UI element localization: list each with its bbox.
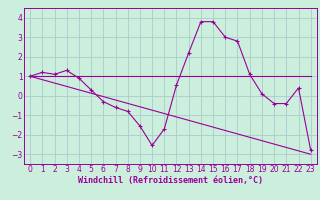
X-axis label: Windchill (Refroidissement éolien,°C): Windchill (Refroidissement éolien,°C) bbox=[78, 176, 263, 185]
